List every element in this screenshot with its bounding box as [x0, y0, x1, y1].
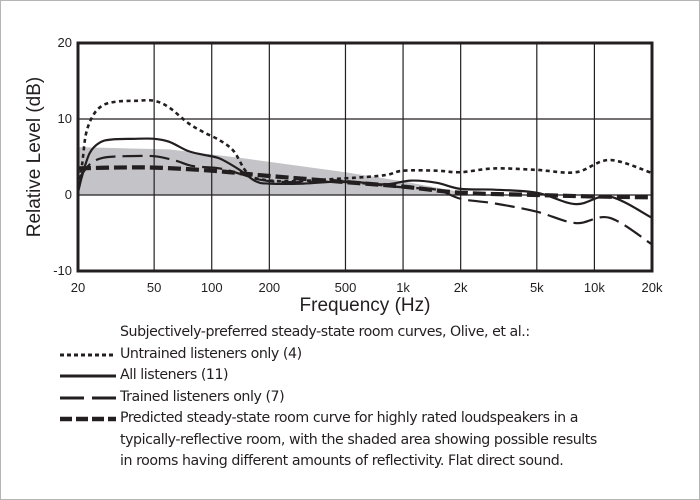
legend-label-predicted: Predicted steady-state room curve for hi…: [120, 410, 578, 426]
x-tick-labels: 20 50 100 200 500 1k 2k 5k 10k 20k: [71, 280, 663, 295]
legend-label-trained: Trained listeners only (7): [120, 388, 285, 405]
y-tick-label: 10: [58, 111, 72, 126]
legend-heading: Subjectively-preferred steady-state room…: [120, 324, 530, 340]
x-tick-label: 500: [335, 280, 357, 295]
legend-label-untrained: Untrained listeners only (4): [120, 345, 302, 362]
legend-item-trained: Trained listeners only (7): [58, 387, 678, 409]
series-layer: [76, 98, 653, 246]
legend-continuation-1: typically-reflective room, with the shad…: [120, 431, 597, 448]
x-axis-title: Frequency (Hz): [300, 295, 431, 316]
x-tick-label: 5k: [530, 280, 544, 295]
x-tick-label: 2k: [454, 280, 468, 295]
legend-item-untrained: Untrained listeners only (4): [58, 344, 678, 366]
x-tick-label: 100: [201, 280, 223, 295]
y-axis-title: Relative Level (dB): [24, 77, 45, 238]
y-tick-label: 0: [65, 187, 72, 202]
x-tick-label: 20k: [642, 280, 663, 295]
x-tick-label: 200: [258, 280, 280, 295]
x-tick-label: 1k: [396, 280, 410, 295]
legend-label-all: All listeners (11): [120, 367, 229, 383]
y-tick-label: 20: [58, 35, 72, 50]
legend: Subjectively-preferred steady-state room…: [58, 322, 678, 473]
long-dash-swatch-icon: [60, 396, 116, 399]
legend-item-predicted: Predicted steady-state room curve for hi…: [58, 408, 678, 430]
legend-item-all: All listeners (11): [58, 365, 678, 387]
x-tick-label: 20: [71, 280, 85, 295]
y-tick-label: -10: [53, 263, 72, 278]
y-tick-labels: 20 10 0 -10: [53, 35, 72, 278]
series-line-heavy-dash: [77, 165, 653, 200]
x-tick-label: 10k: [584, 280, 605, 295]
plot-border: [76, 41, 654, 273]
heavy-dash-swatch-icon: [60, 416, 116, 422]
x-tick-label: 50: [147, 280, 161, 295]
legend-continuation-2: in rooms having different amounts of ref…: [120, 453, 564, 469]
series-line-solid: [76, 137, 653, 219]
dotted-line-swatch-icon: [60, 353, 116, 356]
solid-line-swatch-icon: [60, 374, 116, 378]
